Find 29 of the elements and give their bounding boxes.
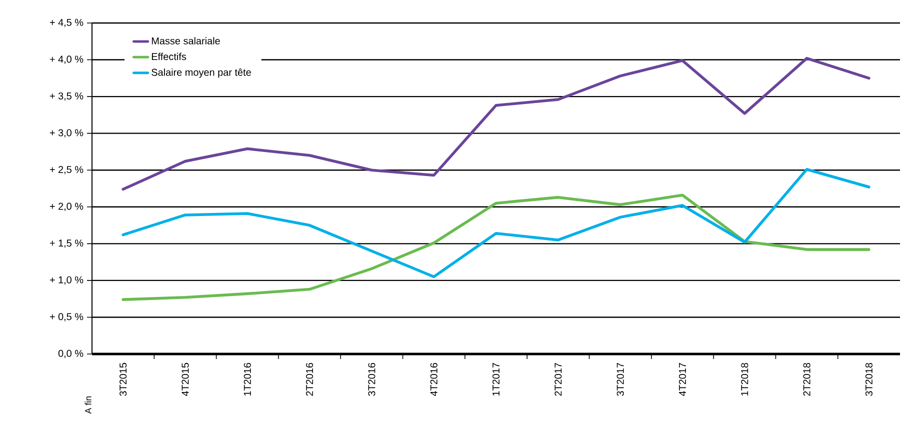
x-tick-label: 1T2018: [741, 362, 748, 396]
x-tick-label: 3T2018: [865, 362, 872, 396]
x-tick-label: 1T2017: [492, 363, 500, 396]
line-series: [122, 194, 870, 301]
y-tick-label: + 3,0 %: [50, 129, 84, 138]
line-series: [122, 168, 870, 278]
y-tick-label: + 0,5 %: [50, 313, 84, 322]
x-tick-label: 3T2017: [616, 363, 624, 396]
legend-label: Effectifs: [152, 52, 186, 60]
text: A fin: [84, 396, 92, 414]
x-tick-label: 4T2016: [430, 362, 438, 396]
x-tick-label: 2T2016: [306, 362, 314, 396]
x-tick-label: 1T2016: [244, 362, 251, 396]
y-tick-label: + 1,0 %: [50, 276, 84, 285]
y-tick-label: 0,0 %: [58, 350, 84, 358]
y-tick-label: + 2,0 %: [50, 202, 84, 212]
legend-label: Salaire moyen par tête: [152, 68, 251, 78]
x-tick-label: 4T2015: [182, 362, 189, 396]
x-tick-label: 2T2018: [803, 362, 810, 396]
y-tick-label: + 4,5 %: [50, 18, 84, 28]
x-tick-label: 4T2017: [678, 363, 686, 396]
y-tick-label: + 1,5 %: [50, 240, 84, 248]
x-tick-label: 2T2017: [554, 363, 562, 396]
legend-label: Masse salariale: [152, 37, 220, 44]
y-tick-label: + 3,5 %: [50, 92, 84, 101]
y-tick-label: + 4,0 %: [50, 56, 84, 64]
y-tick-label: + 2,5 %: [50, 166, 84, 174]
x-tick-label: 3T2015: [120, 362, 127, 396]
x-tick-label: 3T2016: [368, 362, 376, 396]
